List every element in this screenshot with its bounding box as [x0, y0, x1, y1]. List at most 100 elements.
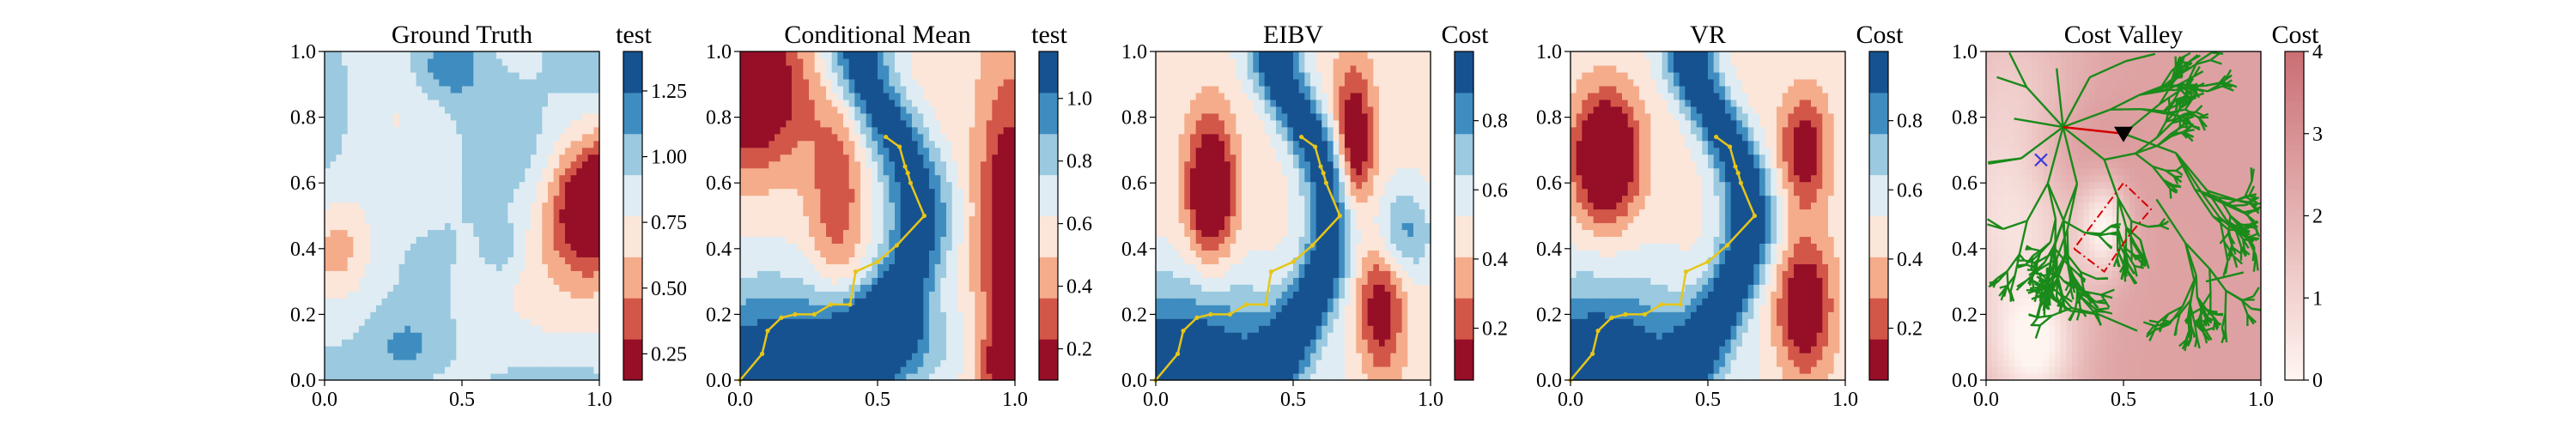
heat-cell	[912, 160, 919, 169]
heat-cell	[548, 57, 555, 66]
heat-cell	[837, 71, 844, 80]
heat-cell	[866, 85, 872, 94]
heat-cell	[797, 188, 804, 196]
heat-cell	[889, 133, 896, 142]
heat-cell	[912, 140, 919, 148]
heat-cell	[981, 51, 987, 59]
heat-cell	[889, 99, 896, 107]
heat-cell	[762, 325, 769, 333]
heat-cell	[582, 373, 589, 381]
heat-cell	[757, 188, 764, 196]
heat-cell	[906, 222, 913, 231]
heat-cell	[398, 78, 405, 87]
heat-cell	[428, 99, 434, 107]
heat-cell	[496, 174, 503, 183]
heat-cell	[330, 332, 337, 340]
heat-cell	[370, 346, 377, 353]
heat-cell	[325, 195, 331, 203]
heat-cell	[889, 257, 896, 264]
heat-cell	[981, 236, 987, 245]
heat-cell	[336, 119, 343, 128]
heat-cell	[387, 181, 394, 190]
heat-cell	[404, 339, 411, 347]
heat-cell	[325, 277, 331, 285]
heat-cell	[946, 92, 953, 100]
heat-cell	[496, 57, 503, 66]
heat-cell	[347, 160, 354, 169]
heat-cell	[433, 346, 440, 353]
heat-cell	[456, 181, 463, 190]
heat-cell	[439, 305, 446, 312]
heat-cell	[456, 222, 463, 231]
heat-cell	[507, 305, 514, 312]
heat-cell	[843, 202, 850, 210]
heat-cell	[957, 112, 964, 121]
heat-cell	[325, 112, 331, 121]
heat-cell	[934, 57, 941, 66]
heat-cell	[542, 51, 549, 59]
heat-cell	[792, 373, 799, 381]
heat-cell	[387, 305, 394, 312]
heat-cell	[531, 174, 538, 183]
heat-cell	[347, 188, 354, 196]
heat-cell	[786, 154, 793, 162]
heat-cell	[582, 99, 589, 107]
heat-cell	[751, 202, 758, 210]
heat-cell	[786, 106, 793, 114]
heat-cell	[917, 291, 924, 299]
heat-cell	[336, 64, 343, 73]
heat-cell	[484, 339, 491, 347]
heat-cell	[587, 78, 594, 87]
heat-cell	[565, 215, 572, 224]
heat-cell	[786, 243, 793, 251]
heat-cell	[325, 51, 331, 59]
heat-cell	[467, 202, 474, 210]
heat-cell	[906, 311, 913, 319]
heat-cell	[745, 311, 752, 319]
heat-cell	[342, 366, 349, 374]
heat-cell	[895, 57, 902, 66]
heat-cell	[490, 318, 497, 326]
heat-cell	[490, 229, 497, 238]
heat-cell	[786, 222, 793, 231]
heat-cell	[957, 291, 964, 299]
heat-cell	[353, 188, 360, 196]
heat-cell	[542, 147, 549, 155]
heat-cell	[951, 133, 958, 142]
heat-cell	[1173, 140, 1180, 148]
heat-cell	[792, 284, 799, 292]
heat-cell	[878, 305, 884, 312]
heat-cell	[878, 51, 884, 59]
heat-cell	[826, 236, 833, 245]
heat-cell	[900, 346, 907, 353]
heat-cell	[433, 366, 440, 374]
heat-cell	[462, 174, 469, 183]
heat-cell	[565, 236, 572, 245]
heat-cell	[998, 126, 1005, 135]
colorbar-tick-label: 0.4	[1066, 276, 1092, 299]
heat-cell	[854, 174, 861, 183]
heat-cell	[381, 188, 388, 196]
heat-cell	[376, 57, 383, 66]
heat-cell	[467, 174, 474, 183]
heat-cell	[587, 311, 594, 319]
heat-cell	[553, 71, 560, 80]
heat-cell	[792, 154, 799, 162]
heat-cell	[347, 270, 354, 278]
heat-cell	[330, 160, 337, 169]
heat-cell	[946, 215, 953, 224]
heat-cell	[536, 236, 543, 245]
heat-cell	[969, 202, 975, 210]
heat-cell	[519, 140, 526, 148]
heat-cell	[843, 284, 850, 292]
heat-cell	[848, 188, 855, 196]
heat-cell	[359, 325, 366, 333]
heat-cell	[872, 64, 878, 73]
heat-cell	[398, 133, 405, 142]
heat-cell	[769, 133, 775, 142]
heat-cell	[490, 284, 497, 292]
heat-cell	[975, 284, 981, 292]
heat-cell	[496, 373, 503, 381]
heat-cell	[422, 263, 428, 271]
heat-cell	[410, 181, 417, 190]
